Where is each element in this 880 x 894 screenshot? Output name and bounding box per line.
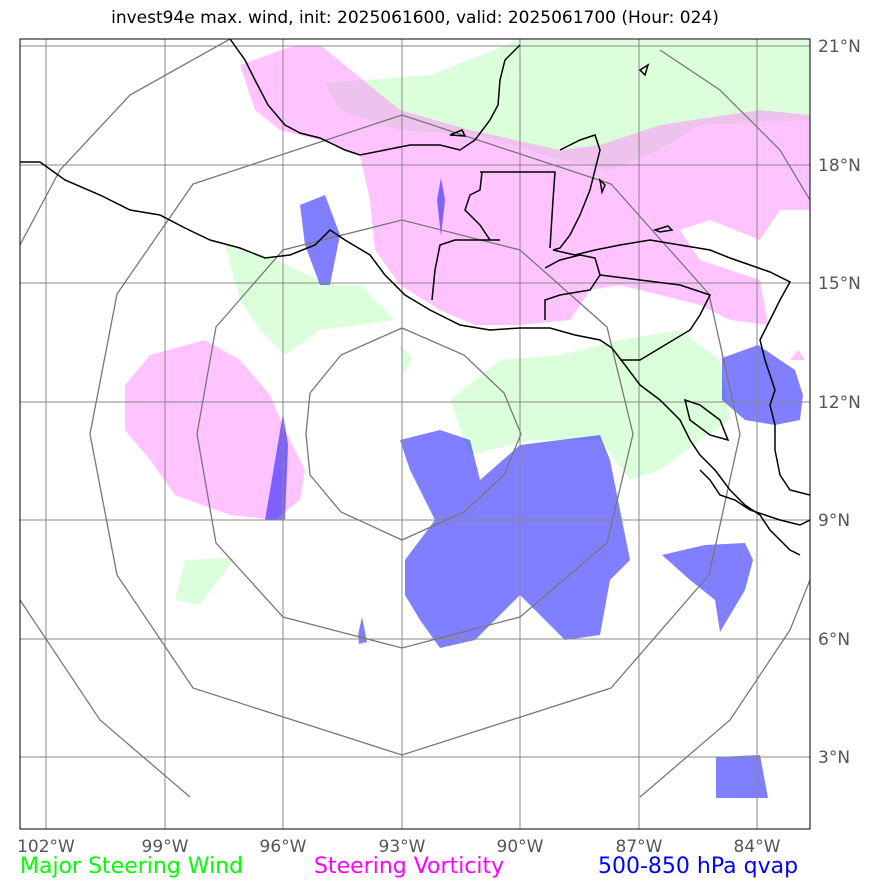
- lon-axis: 102°W 99°W 96°W 93°W 90°W 87°W 84°W: [17, 837, 781, 857]
- qvap-region-small-2: [358, 617, 367, 644]
- lon-tick-label: 87°W: [616, 837, 663, 857]
- lat-tick-label: 15°N: [818, 274, 861, 294]
- island-4: [449, 129, 467, 137]
- range-ring-4: [20, 599, 191, 798]
- range-ring-4-top: [20, 39, 231, 246]
- vorticity-region-east: [790, 350, 805, 360]
- qvap-region-southeast: [662, 543, 753, 632]
- range-ring-4-right: [639, 579, 810, 798]
- legend-steering-vorticity: Steering Vorticity: [314, 854, 505, 879]
- lat-tick-label: 3°N: [818, 748, 850, 768]
- lake-nicaragua: [683, 398, 730, 442]
- border-nicaragua: [599, 274, 712, 361]
- qvap-region-central: [400, 430, 630, 648]
- range-ring-4-ne: [659, 49, 810, 201]
- lat-tick-label: 21°N: [818, 37, 861, 57]
- range-ring-2: [196, 219, 634, 649]
- lat-tick-label: 12°N: [818, 393, 861, 413]
- wind-region-west: [225, 245, 395, 355]
- lon-tick-label: 99°W: [142, 837, 189, 857]
- qvap-region-east: [722, 345, 803, 425]
- lat-axis: 21°N 18°N 15°N 12°N 9°N 6°N 3°N: [818, 37, 861, 768]
- qvap-region-small-1: [437, 178, 445, 236]
- border-guatemala: [431, 171, 500, 301]
- range-rings: [20, 39, 810, 798]
- gulf-coast: [229, 39, 521, 156]
- vorticity-region-north: [240, 45, 810, 325]
- coastlines: [20, 39, 810, 556]
- lat-tick-label: 6°N: [818, 630, 850, 650]
- yucatan-coast: [552, 134, 601, 251]
- lon-tick-label: 102°W: [17, 837, 75, 857]
- legend-qvap: 500-850 hPa qvap: [598, 854, 799, 879]
- lat-tick-label: 18°N: [818, 156, 861, 176]
- qvap-region-streak: [265, 413, 288, 520]
- qvap-region-south: [716, 755, 768, 798]
- lon-tick-label: 90°W: [497, 837, 544, 857]
- range-ring-1: [305, 327, 522, 541]
- range-ring-3: [89, 114, 741, 756]
- vorticity-region-west: [125, 340, 305, 520]
- lat-tick-label: 9°N: [818, 511, 850, 531]
- border-mexico-guatemala: [480, 171, 556, 249]
- wind-region-south: [175, 558, 235, 605]
- wind-region-small: [400, 345, 413, 375]
- lon-tick-label: 96°W: [260, 837, 307, 857]
- pacific-coast: [20, 161, 801, 556]
- graticule: [20, 39, 810, 829]
- steering-vorticity-layer: [125, 45, 810, 520]
- map-title: invest94e max. wind, init: 2025061600, v…: [111, 8, 719, 28]
- legend-steering-wind: Major Steering Wind: [20, 854, 244, 879]
- plot-frame: [19, 38, 811, 830]
- lon-tick-label: 93°W: [379, 837, 426, 857]
- island-3: [652, 225, 674, 233]
- lon-tick-label: 84°W: [734, 837, 781, 857]
- caribbean-coast: [552, 239, 810, 496]
- island-2: [598, 177, 606, 195]
- panama-coast: [699, 469, 810, 526]
- island-1: [638, 63, 650, 77]
- wind-region-north: [325, 40, 810, 170]
